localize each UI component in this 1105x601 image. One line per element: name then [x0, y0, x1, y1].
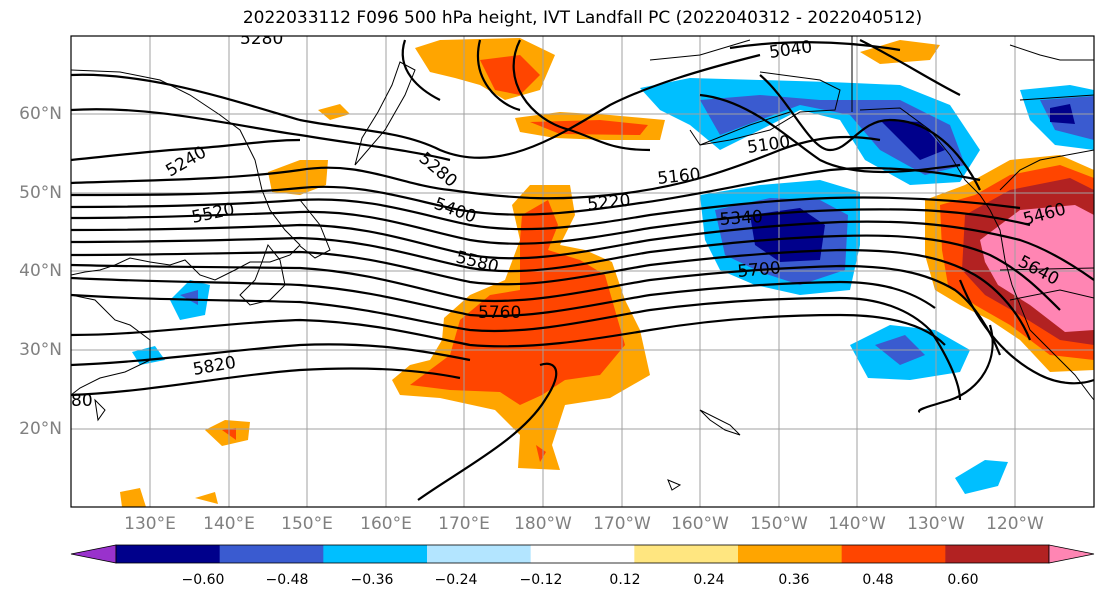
contour-label: 5700 — [737, 258, 782, 282]
colorbar-tick: 0.24 — [693, 572, 725, 588]
colorbar-tick: 0.36 — [778, 572, 810, 588]
ivt-negative-other — [132, 85, 1094, 494]
height-contours — [71, 39, 1094, 501]
lon-label: 180°W — [514, 514, 572, 534]
colorbar-extend-max — [1048, 544, 1095, 564]
lon-label: 130°W — [907, 514, 965, 534]
ivt-negative-gulf-alaska — [640, 78, 980, 185]
plot-frame — [70, 35, 1095, 508]
lon-label: 150°W — [750, 514, 808, 534]
colorbar-cell — [945, 545, 1050, 563]
colorbar-cell — [116, 545, 221, 563]
lon-label: 120°W — [986, 514, 1044, 534]
colorbar-tick: −0.12 — [519, 572, 563, 588]
contour-label: 80 — [71, 391, 93, 411]
colorbar — [70, 544, 1095, 564]
colorbar-tick: −0.60 — [181, 572, 225, 588]
colorbar-tick: 0.48 — [862, 572, 894, 588]
colorbar-cell — [634, 545, 739, 563]
contour-label: 5280 — [240, 29, 283, 49]
colorbar-cells — [115, 544, 1050, 564]
figure-title: 2022033112 F096 500 hPa height, IVT Land… — [242, 8, 923, 28]
lon-label: 160°W — [671, 514, 729, 534]
lat-label: 20°N — [19, 419, 62, 439]
colorbar-cell — [323, 545, 428, 563]
colorbar-cell — [219, 545, 324, 563]
lat-label: 60°N — [19, 104, 62, 124]
lat-label: 50°N — [19, 183, 62, 203]
lon-label: 170°E — [438, 514, 490, 534]
contour-label: 5160 — [656, 165, 701, 189]
lon-label: 130°E — [124, 514, 176, 534]
colorbar-tick: 0.12 — [609, 572, 641, 588]
lat-label: 30°N — [19, 340, 62, 360]
contour-label: 5340 — [719, 207, 764, 230]
lon-label: 160°E — [360, 514, 412, 534]
colorbar-cell — [738, 545, 843, 563]
coastlines — [71, 39, 1094, 491]
lon-label: 140°E — [203, 514, 255, 534]
colorbar-cell — [427, 545, 532, 563]
gridlines — [71, 36, 1094, 507]
contour-label: 5220 — [586, 191, 631, 215]
colorbar-cell — [530, 545, 635, 563]
lon-label: 170°W — [593, 514, 651, 534]
colorbar-cell — [841, 545, 946, 563]
lat-label: 40°N — [19, 261, 62, 281]
colorbar-tick: −0.36 — [350, 572, 394, 588]
colorbar-extend-min — [70, 544, 117, 564]
contour-label: 5760 — [478, 303, 521, 323]
colorbar-tick: −0.24 — [434, 572, 478, 588]
colorbar-tick: 0.60 — [947, 572, 979, 588]
colorbar-tick: −0.48 — [265, 572, 309, 588]
lon-label: 140°W — [828, 514, 886, 534]
lon-label: 150°E — [281, 514, 333, 534]
ivt-positive-north — [268, 38, 940, 195]
